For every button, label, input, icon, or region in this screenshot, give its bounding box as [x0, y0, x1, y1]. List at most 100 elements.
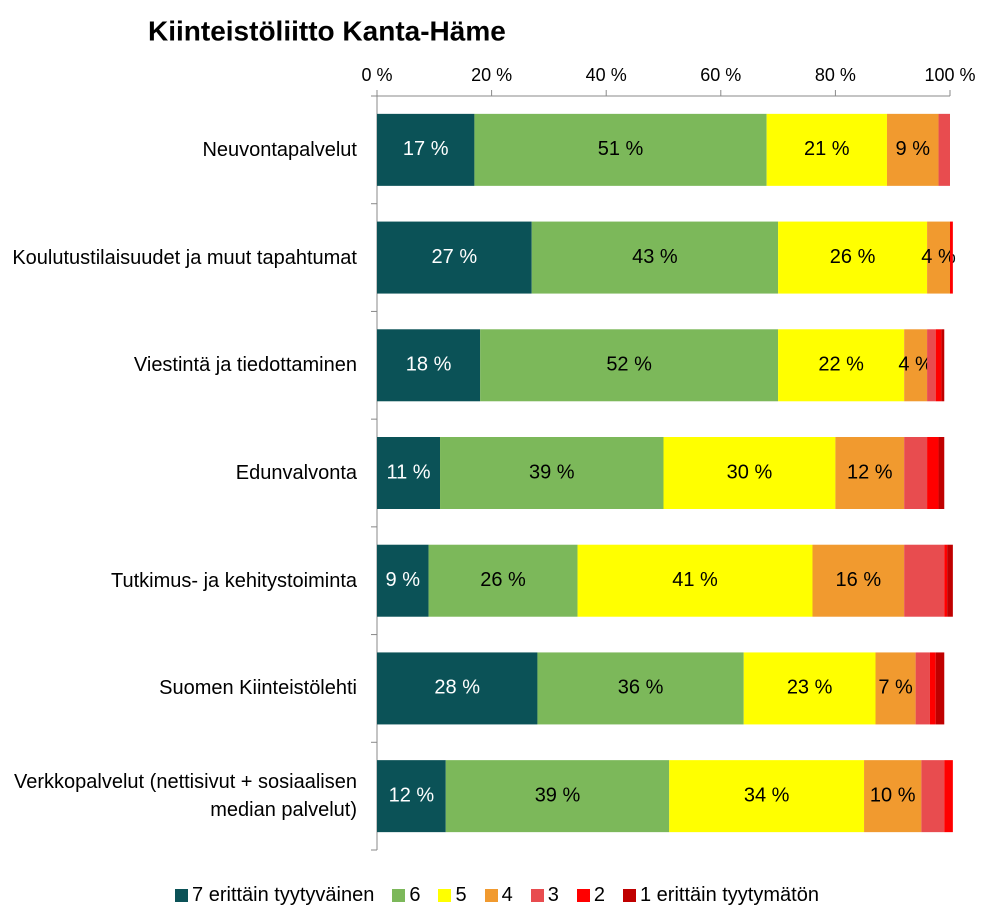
- legend-label: 1 erittäin tyytymätön: [639, 884, 819, 906]
- data-label: 4 %: [921, 246, 956, 268]
- data-label: 12 %: [389, 784, 435, 806]
- data-label: 52 %: [606, 354, 652, 376]
- bar-segment: [377, 760, 446, 833]
- data-label: 12 %: [847, 461, 893, 483]
- data-label: 23 %: [787, 677, 833, 699]
- category-label: Edunvalvonta: [235, 462, 357, 484]
- category-label: Verkkopalvelut (nettisivut + sosiaalisen…: [14, 771, 357, 822]
- chart-title: Kiinteistöliitto Kanta-Häme: [148, 15, 506, 46]
- legend-label: 7 erittäin tyytyväinen: [192, 884, 375, 906]
- legend-item: 3: [530, 884, 559, 907]
- bar-segment: [531, 221, 779, 294]
- category-label: Viestintä ja tiedottaminen: [133, 354, 357, 377]
- bar-segment: [377, 652, 538, 725]
- bar-segment: [935, 652, 945, 725]
- data-label: 26 %: [480, 569, 526, 591]
- data-label: 30 %: [727, 461, 773, 483]
- bar-segment: [377, 221, 532, 294]
- bar-segment: [944, 544, 948, 617]
- bar-segment: [929, 652, 936, 725]
- bar-segment: [778, 221, 928, 294]
- legend-item: 5: [438, 884, 467, 907]
- data-label: 16 %: [836, 569, 882, 591]
- bar-segment: [921, 760, 945, 833]
- legend-swatch: [484, 889, 498, 902]
- legend-label: 6: [409, 884, 421, 906]
- legend-label: 2: [593, 884, 605, 906]
- bar-segment: [663, 437, 836, 509]
- bar-segment: [835, 437, 905, 509]
- legend-label: 5: [455, 884, 467, 906]
- bar-segment: [428, 544, 578, 617]
- bar-segment: [938, 113, 950, 186]
- bar-segment: [927, 221, 950, 294]
- legend-swatch: [175, 889, 189, 902]
- legend: 7 erittäin tyytyväinen 6 5 4 3 2 1 erittäin ty…: [0, 884, 994, 907]
- bar-segment: [947, 544, 953, 617]
- bar-segment: [941, 329, 945, 402]
- bar-segment: [904, 329, 928, 402]
- data-label: 26 %: [830, 246, 876, 268]
- legend-item: 1 erittäin tyytymätön: [622, 884, 819, 907]
- bar-segment: [927, 329, 936, 402]
- bar-segment: [440, 437, 664, 509]
- bar-segment: [577, 544, 813, 617]
- bar-segment: [944, 760, 953, 833]
- bar-segment: [864, 760, 922, 833]
- data-label: 17 %: [403, 138, 449, 160]
- data-label: 7 %: [878, 677, 913, 699]
- data-label: 9 %: [896, 138, 931, 160]
- data-label: 9 %: [386, 569, 421, 591]
- bar-segment: [377, 437, 441, 509]
- bar-segment: [743, 652, 876, 725]
- data-label: 39 %: [529, 461, 575, 483]
- category-label: Tutkimus- ja kehitystoiminta: [111, 569, 357, 592]
- data-label: 36 %: [618, 677, 664, 699]
- data-label: 34 %: [744, 784, 790, 806]
- bar-segment: [480, 329, 779, 402]
- data-label: 18 %: [406, 354, 452, 376]
- legend-swatch: [530, 889, 544, 902]
- bar-segment: [927, 437, 939, 509]
- data-label: 41 %: [672, 569, 718, 591]
- bar-segment: [377, 544, 429, 617]
- bar-segment: [812, 544, 905, 617]
- legend-item: 2: [576, 884, 605, 907]
- data-label: 11 %: [386, 461, 430, 483]
- bar-segment: [904, 437, 928, 509]
- bar-segment: [778, 329, 905, 402]
- legend-label: 4: [501, 884, 513, 906]
- category-label: Koulutustilaisuudet ja muut tapahtumat: [12, 246, 357, 269]
- bar-segment: [445, 760, 670, 833]
- data-label: 22 %: [818, 354, 864, 376]
- bar-segment: [377, 113, 475, 186]
- bar-segment: [935, 329, 942, 402]
- data-label: 21 %: [804, 138, 850, 160]
- bar-segment: [950, 221, 953, 294]
- bar-segment: [875, 652, 916, 725]
- bar-segment: [669, 760, 865, 833]
- bar-segment: [904, 544, 945, 617]
- bar-segment: [537, 652, 744, 725]
- data-label: 10 %: [870, 784, 916, 806]
- x-tick-label: 100 %: [924, 65, 975, 85]
- legend-item: 7 erittäin tyytyväinen: [175, 884, 374, 907]
- data-label: 51 %: [598, 138, 644, 160]
- legend-swatch: [576, 889, 590, 902]
- data-label: 4 %: [898, 354, 933, 376]
- legend-item: 6: [392, 884, 420, 907]
- data-label: 39 %: [535, 784, 581, 806]
- data-label: 27 %: [432, 246, 478, 268]
- x-tick-label: 20 %: [471, 65, 512, 85]
- legend-label: 3: [547, 884, 559, 906]
- legend-swatch: [392, 889, 406, 902]
- bar-segment: [766, 113, 887, 186]
- category-label: Suomen Kiinteistölehti: [159, 677, 357, 700]
- legend-item: 4: [484, 884, 513, 907]
- legend-swatch: [438, 889, 452, 902]
- x-tick-label: 60 %: [700, 65, 741, 85]
- data-label: 43 %: [632, 246, 678, 268]
- bar-segment: [886, 113, 939, 186]
